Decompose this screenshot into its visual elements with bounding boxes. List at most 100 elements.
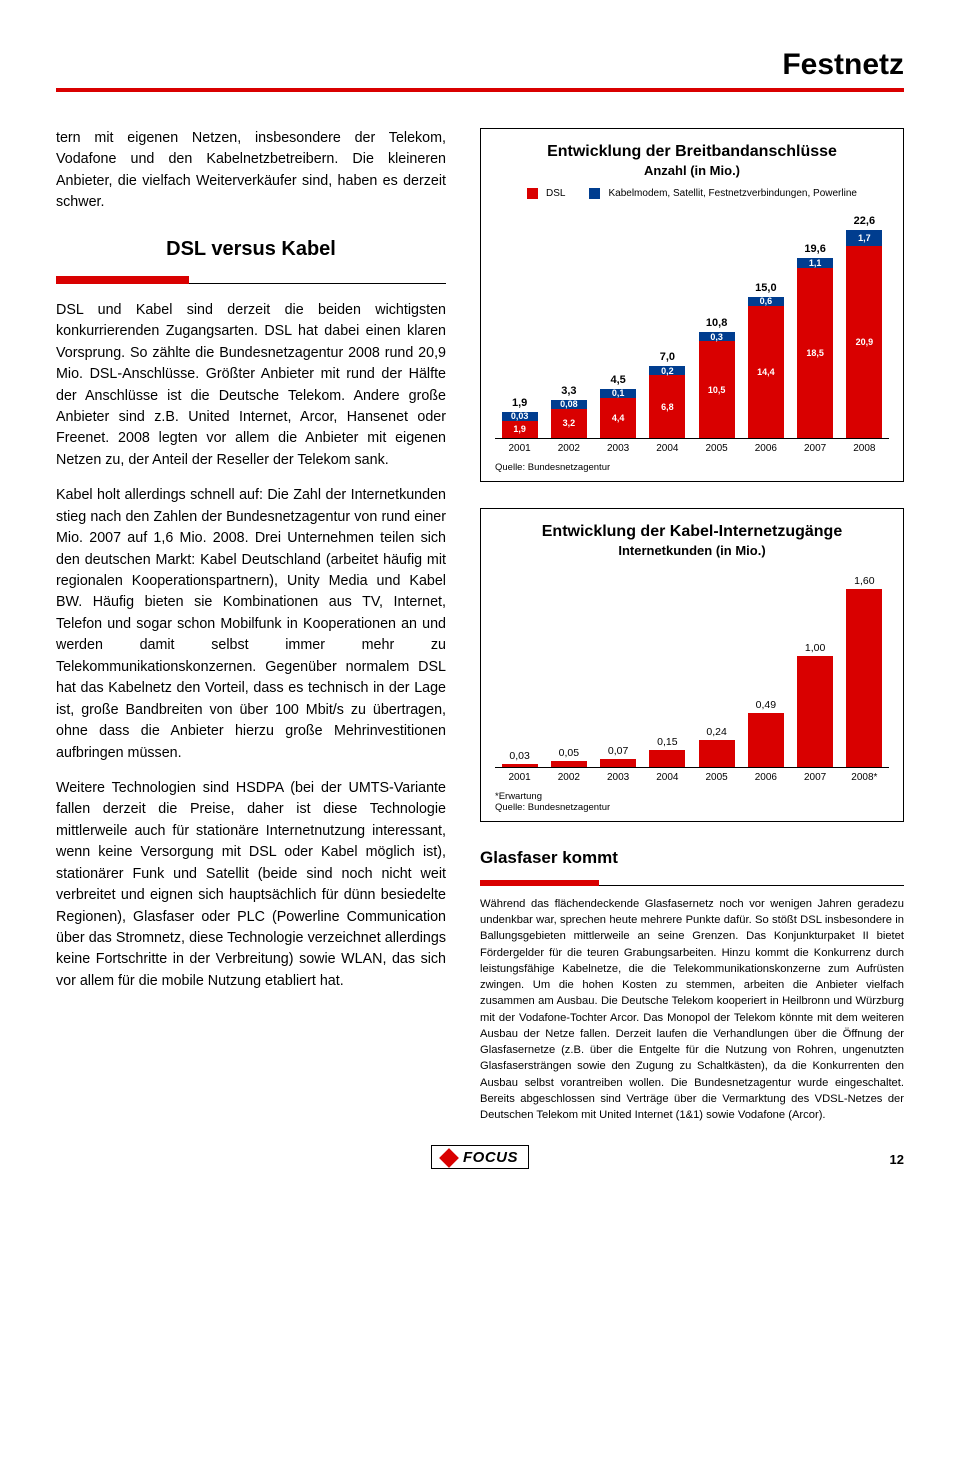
chart2-subtitle: Internetkunden (in Mio.): [495, 543, 889, 558]
chart2-bar: 0,49: [748, 713, 784, 767]
chart2-area: 0,030,050,070,150,240,491,001,60: [495, 568, 889, 768]
chart1-other-value: 0,08: [560, 399, 578, 409]
chart2-bar: 0,05: [551, 761, 587, 767]
chart2-value-label: 0,49: [756, 699, 776, 711]
chart1-col: 4,5 4,4 0,1: [598, 374, 639, 438]
chart1-seg-dsl: 20,9: [846, 246, 882, 438]
chart1-xlabel: 2001: [499, 443, 540, 454]
chart2-xlabel: 2006: [745, 772, 786, 783]
chart2-col: 0,07: [598, 759, 639, 767]
chart2-xaxis: 20012002200320042005200620072008*: [495, 772, 889, 783]
chart2-xlabel: 2003: [598, 772, 639, 783]
chart1-title: Entwicklung der Breitbandanschlüsse: [495, 143, 889, 161]
left-column: tern mit eigenen Netzen, insbesondere de…: [56, 128, 446, 1123]
chart1-total-label: 10,8: [706, 317, 727, 329]
chart1-area: 1,91,90,033,33,20,084,54,40,17,06,80,210…: [495, 209, 889, 439]
chart1-other-value: 0,1: [612, 388, 625, 398]
chart1-total-label: 7,0: [660, 351, 675, 363]
chart1-seg-other: 0,1: [600, 389, 636, 398]
header-rule: [56, 88, 904, 92]
chart2-bar: 1,00: [797, 656, 833, 767]
chart1-dsl-value: 1,9: [513, 424, 526, 434]
chart1-stack: 4,4 0,1: [600, 389, 636, 438]
chart1-total-label: 4,5: [610, 374, 625, 386]
focus-logo-text: FOCUS: [463, 1149, 518, 1166]
page-title: Festnetz: [56, 48, 904, 82]
chart1-dsl-value: 6,8: [661, 402, 674, 412]
focus-logo: FOCUS: [431, 1145, 529, 1169]
chart1-seg-other: 0,03: [502, 412, 538, 421]
chart1-seg-other: 0,3: [699, 332, 735, 341]
chart1-dsl-value: 14,4: [757, 367, 775, 377]
chart1-col: 7,0 6,8 0,2: [647, 351, 688, 438]
chart1-seg-dsl: 14,4: [748, 306, 784, 438]
chart2-note: *Erwartung: [495, 791, 889, 802]
chart1-stack: 18,51,1: [797, 258, 833, 438]
chart1-col: 3,33,20,08: [548, 385, 589, 438]
legend-label-dsl: DSL: [546, 188, 565, 199]
para-3: Kabel holt allerdings schnell auf: Die Z…: [56, 485, 446, 764]
chart2-col: 0,03: [499, 764, 540, 767]
chart2-value-label: 1,60: [854, 575, 874, 587]
chart2-col: 1,60: [844, 589, 885, 767]
chart1-xlabel: 2008: [844, 443, 885, 454]
chart1-xlabel: 2005: [696, 443, 737, 454]
chart1-dsl-value: 4,4: [612, 413, 625, 423]
chart1-other-value: 0,6: [760, 296, 773, 306]
glasfaser-text: Während das flächendeckende Glasfasernet…: [480, 896, 904, 1123]
chart2-xlabel: 2004: [647, 772, 688, 783]
chart1-other-value: 0,2: [661, 366, 674, 376]
chart1-seg-other: 1,1: [797, 258, 833, 268]
chart1-col: 1,9 1,9 0,03: [499, 397, 540, 438]
chart1-xlabel: 2004: [647, 443, 688, 454]
chart2-source: Quelle: Bundesnetzagentur: [495, 802, 889, 813]
chart1-total-label: 1,9: [512, 397, 527, 409]
chart2-xlabel: 2001: [499, 772, 540, 783]
glasfaser-heading: Glasfaser kommt: [480, 848, 904, 868]
chart1-dsl-value: 20,9: [856, 337, 874, 347]
chart1-stack: 1,9 0,03: [502, 412, 538, 438]
chart1-stack: 6,8 0,2: [649, 366, 685, 438]
chart2-value-label: 0,15: [657, 736, 677, 748]
legend-swatch-dsl: [527, 188, 538, 199]
chart2-value-label: 1,00: [805, 642, 825, 654]
chart1-seg-other: 1,7: [846, 230, 882, 246]
chart-kabel-internet: Entwicklung der Kabel-Internetzugänge In…: [480, 508, 904, 822]
chart1-subtitle: Anzahl (in Mio.): [495, 163, 889, 178]
chart1-stack: 3,2 0,08: [551, 400, 587, 438]
chart1-col: 22,620,91,7: [844, 215, 885, 438]
chart1-seg-dsl: 4,4: [600, 398, 636, 438]
chart2-value-label: 0,05: [559, 747, 579, 759]
chart1-xaxis: 20012002200320042005200620072008: [495, 443, 889, 454]
section-rule: [56, 270, 446, 284]
chart2-bar: 0,03: [502, 764, 538, 767]
chart2-col: 0,05: [548, 761, 589, 767]
chart1-dsl-value: 3,2: [563, 418, 576, 428]
chart2-xlabel: 2007: [795, 772, 836, 783]
chart2-value-label: 0,07: [608, 745, 628, 757]
chart2-value-label: 0,03: [509, 750, 529, 762]
para-2: DSL und Kabel sind derzeit die beiden wi…: [56, 300, 446, 472]
focus-diamond-icon: [439, 1148, 459, 1168]
chart1-other-value: 0,3: [710, 332, 723, 342]
chart2-bar: 1,60: [846, 589, 882, 767]
glasfaser-rule: [480, 876, 904, 886]
chart1-seg-other: 0,2: [649, 366, 685, 375]
chart1-legend: DSL Kabelmodem, Satellit, Festnetzverbin…: [495, 188, 889, 199]
chart1-dsl-value: 10,5: [708, 385, 726, 395]
legend-swatch-other: [589, 188, 600, 199]
legend-label-other: Kabelmodem, Satellit, Festnetzverbindung…: [608, 188, 856, 199]
chart1-seg-dsl: 1,9: [502, 421, 538, 438]
chart1-col: 15,014,40,6: [745, 282, 786, 438]
chart2-col: 0,49: [745, 713, 786, 767]
chart1-xlabel: 2002: [548, 443, 589, 454]
chart2-bar: 0,07: [600, 759, 636, 767]
page-number: 12: [890, 1152, 904, 1167]
chart2-bar: 0,15: [649, 750, 685, 767]
chart2-xlabel: 2005: [696, 772, 737, 783]
chart1-seg-dsl: 10,5: [699, 341, 735, 438]
chart1-stack: 14,4 0,6: [748, 297, 784, 438]
chart1-seg-dsl: 3,2: [551, 409, 587, 438]
chart1-stack: 10,5 0,3: [699, 332, 735, 438]
chart1-col: 19,618,51,1: [795, 243, 836, 438]
